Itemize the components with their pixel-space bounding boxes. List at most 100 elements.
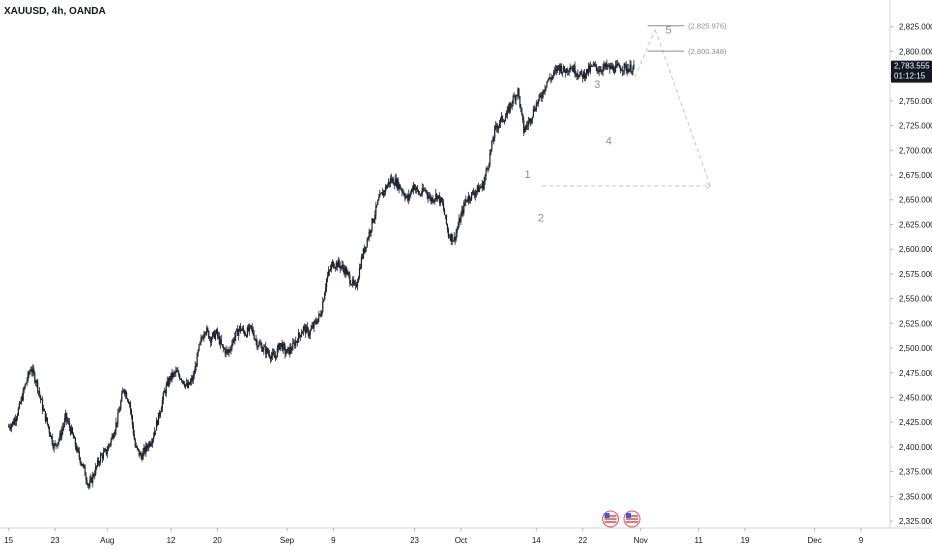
candle-body	[178, 371, 180, 376]
candle-body	[394, 178, 396, 186]
candle-body	[616, 64, 619, 66]
candle-body	[45, 417, 47, 421]
candle-body	[422, 187, 424, 191]
candle-body	[441, 197, 443, 202]
y-tick-label: 2,325.000	[899, 517, 932, 526]
candle-body	[425, 190, 427, 192]
candle-body	[585, 69, 588, 76]
candle-body	[305, 326, 307, 334]
candle-body	[316, 322, 318, 324]
candle-body	[477, 185, 479, 193]
candle-body	[613, 71, 616, 73]
candle-body	[50, 435, 52, 437]
candle-body	[498, 123, 501, 126]
candle-body	[552, 75, 554, 77]
candle-body	[38, 391, 40, 392]
candle-body	[455, 232, 457, 241]
candle-body	[379, 193, 381, 198]
candle-body	[11, 421, 14, 425]
candle-body	[606, 63, 608, 68]
candle-body	[80, 462, 82, 464]
candle-body	[385, 186, 388, 189]
x-tick-label: Oct	[455, 536, 468, 545]
candle-body	[270, 355, 273, 359]
candle-body	[139, 453, 141, 456]
candle-body	[78, 451, 80, 458]
candle-body	[421, 187, 423, 195]
candle-body	[539, 94, 541, 96]
candle-body	[446, 224, 449, 230]
candle-body	[204, 332, 206, 335]
candle-body	[405, 196, 407, 199]
candle-body	[120, 401, 122, 410]
candle-body	[558, 65, 561, 72]
candle-body	[302, 326, 305, 332]
candle-body	[493, 137, 495, 142]
candle-body	[56, 444, 58, 446]
candle-body	[278, 343, 280, 350]
candle-body	[469, 195, 471, 200]
candle-body	[279, 343, 281, 350]
candle-body	[8, 426, 10, 428]
candle-body	[240, 325, 242, 331]
candle-body	[136, 446, 138, 449]
candle-body	[481, 182, 483, 187]
candle-body	[13, 419, 16, 425]
candle-body	[248, 325, 250, 331]
candle-body	[181, 379, 183, 381]
candle-body	[327, 270, 330, 276]
candle-body	[224, 349, 226, 354]
candle-body	[156, 420, 159, 425]
candle-body	[221, 343, 223, 346]
candle-body	[194, 365, 196, 374]
candle-body	[42, 409, 45, 411]
candle-body	[623, 63, 625, 71]
candle-body	[505, 115, 507, 118]
candle-body	[536, 103, 538, 104]
candle-body	[170, 372, 172, 380]
candle-body	[485, 169, 487, 176]
candle-body	[195, 365, 197, 367]
candle-body	[25, 383, 27, 385]
candle-body	[105, 449, 107, 455]
candle-body	[340, 266, 342, 269]
candle-body	[456, 229, 458, 233]
y-tick-label: 2,750.000	[899, 97, 932, 106]
candle-body	[313, 321, 315, 328]
candle-body	[193, 373, 195, 376]
candle-body	[90, 477, 92, 481]
candle-body	[266, 348, 268, 355]
candle-body	[190, 378, 192, 382]
candle-body	[330, 264, 333, 270]
candle-body	[72, 433, 75, 439]
candle-body	[559, 65, 562, 72]
candle-body	[16, 415, 18, 419]
candle-body	[185, 382, 188, 385]
candle-body	[142, 451, 144, 460]
candle-body	[535, 103, 537, 110]
candle-body	[365, 246, 367, 248]
candle-body	[430, 196, 432, 202]
candle-body	[513, 96, 515, 98]
candle-body	[115, 422, 117, 431]
candle-body	[283, 343, 285, 347]
candle-body	[521, 108, 523, 114]
wave-label: 5	[665, 25, 671, 37]
candle-body	[52, 443, 54, 448]
candle-body	[579, 73, 581, 77]
candle-body	[10, 427, 12, 429]
candle-body	[143, 447, 145, 452]
candle-body	[186, 382, 189, 388]
candle-body	[96, 465, 98, 467]
candle-body	[573, 65, 575, 72]
candle-body	[209, 337, 211, 339]
candle-body	[19, 403, 21, 404]
candle-body	[560, 65, 563, 74]
candle-body	[77, 448, 79, 452]
candle-body	[261, 345, 263, 352]
candle-body	[201, 338, 203, 340]
candle-body	[173, 372, 175, 374]
candle-body	[230, 349, 232, 350]
candle-body	[326, 275, 329, 279]
